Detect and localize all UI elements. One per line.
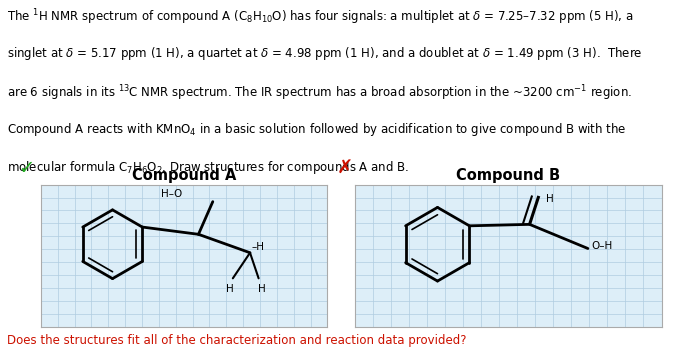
Text: The $^1$H NMR spectrum of compound A (C$_8$H$_{10}$O) has four signals: a multip: The $^1$H NMR spectrum of compound A (C$… <box>7 7 634 27</box>
Title: Compound A: Compound A <box>132 168 237 184</box>
Text: singlet at $\delta$ = 5.17 ppm (1 H), a quartet at $\delta$ = 4.98 ppm (1 H), an: singlet at $\delta$ = 5.17 ppm (1 H), a … <box>7 45 642 62</box>
Text: ✓: ✓ <box>18 159 34 178</box>
Text: H: H <box>546 194 554 204</box>
Text: molecular formula C$_7$H$_6$O$_2$. Draw structures for compounds A and B.: molecular formula C$_7$H$_6$O$_2$. Draw … <box>7 159 409 176</box>
Text: H–O: H–O <box>161 189 183 199</box>
Text: Compound A reacts with KMnO$_4$ in a basic solution followed by acidification to: Compound A reacts with KMnO$_4$ in a bas… <box>7 121 626 138</box>
Text: H: H <box>226 284 234 294</box>
Text: Does the structures fit all of the characterization and reaction data provided?: Does the structures fit all of the chara… <box>7 334 466 347</box>
Text: ✗: ✗ <box>336 159 353 178</box>
Text: are 6 signals in its $^{13}$C NMR spectrum. The IR spectrum has a broad absorpti: are 6 signals in its $^{13}$C NMR spectr… <box>7 83 632 103</box>
Text: H: H <box>258 284 265 294</box>
Text: O–H: O–H <box>591 241 612 251</box>
Title: Compound B: Compound B <box>456 168 560 184</box>
Text: –H: –H <box>252 242 265 252</box>
